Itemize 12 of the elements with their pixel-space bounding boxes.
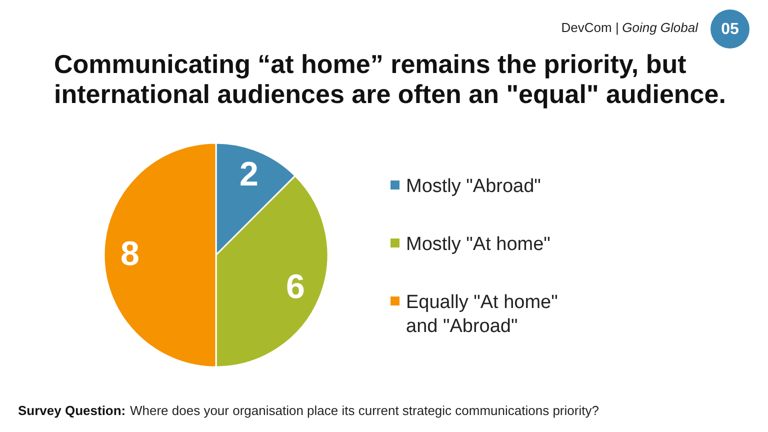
legend-label: Mostly "Abroad" xyxy=(406,176,541,197)
text: 05 xyxy=(721,21,739,38)
text: Survey Question: xyxy=(18,403,126,418)
data-label: 6 xyxy=(286,268,305,306)
data-label: 8 xyxy=(120,235,140,273)
text: Where does your organisation place its current strategic communications priority? xyxy=(130,403,599,418)
text: Going Global xyxy=(622,20,700,35)
chart-title: Communicating “at home” remains the priority, but international audiences are often an "equal" audience. xyxy=(54,49,726,109)
data-label: 2 xyxy=(239,156,258,194)
legend-label: Mostly "At home" xyxy=(406,234,550,255)
text: DevCom | xyxy=(561,20,619,35)
legend-label: Equally "At home" and "Abroad" xyxy=(406,292,558,337)
